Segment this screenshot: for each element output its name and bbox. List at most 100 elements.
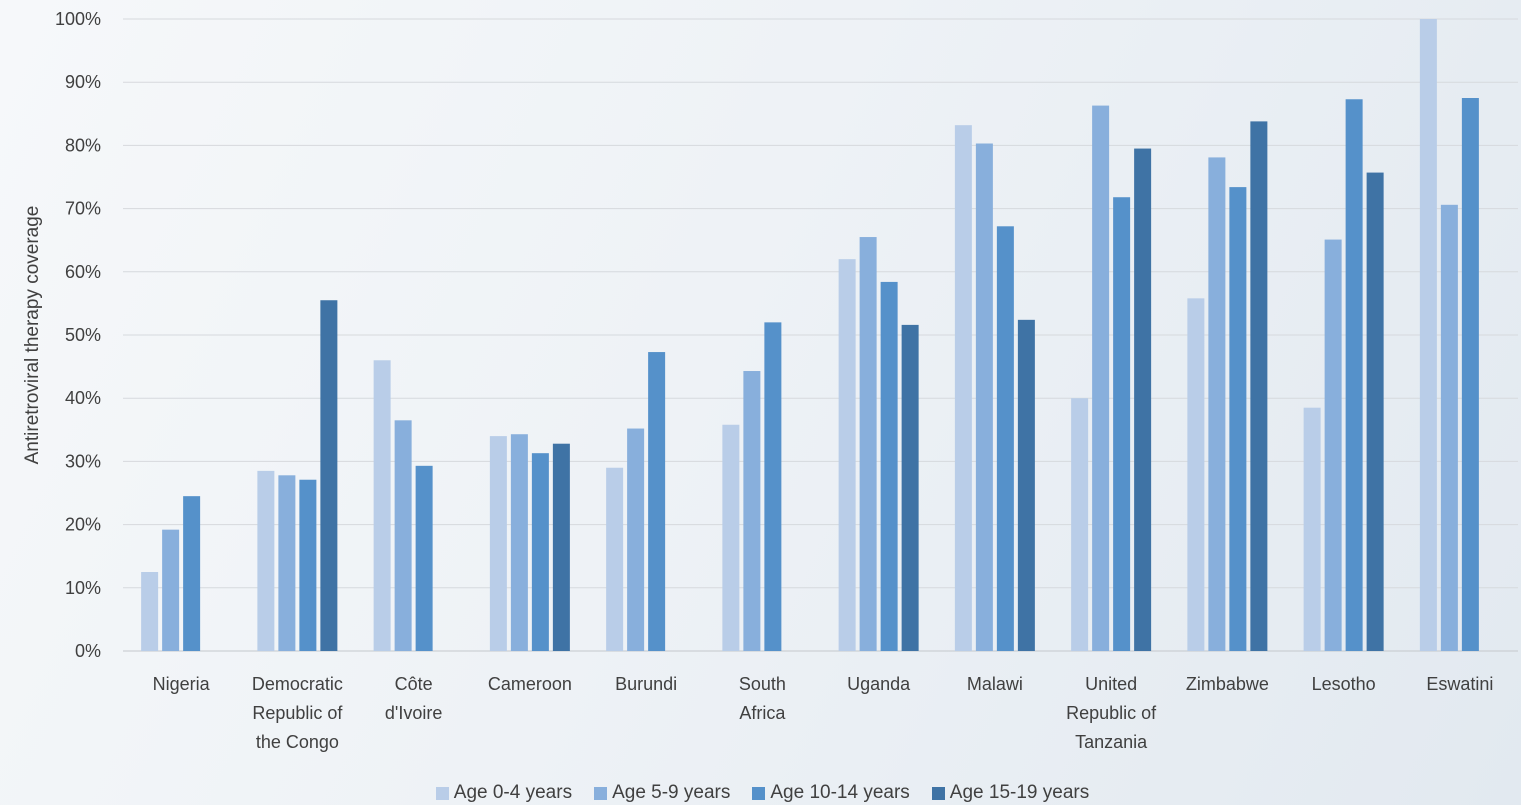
bar <box>415 465 433 651</box>
y-tick-label: 100% <box>55 9 101 29</box>
y-tick-label: 50% <box>65 325 101 345</box>
x-tick-label-line: United <box>1085 674 1137 694</box>
legend-swatch <box>594 786 608 800</box>
legend-swatch <box>752 786 766 800</box>
bar <box>954 125 972 651</box>
x-tick-label: Eswatini <box>1426 674 1493 694</box>
bar <box>1250 121 1268 651</box>
x-tick-label: Uganda <box>847 674 911 694</box>
x-tick-label: Cameroon <box>488 674 572 694</box>
bar <box>1303 407 1321 651</box>
x-axis-ticks: Nigeria Democratic Republic of the Congo Côt… <box>153 674 1494 752</box>
bar <box>1017 319 1035 651</box>
legend-item: Age 15-19 years <box>931 782 1090 804</box>
x-tick-label: Lesotho <box>1312 674 1376 694</box>
legend-label: Age 5-9 years <box>612 782 731 803</box>
bar <box>183 496 201 651</box>
x-tick-label: Malawi <box>967 674 1023 694</box>
bar <box>859 237 877 652</box>
x-tick-label-line: Africa <box>739 703 786 723</box>
x-tick-label-line: Malawi <box>967 674 1023 694</box>
x-tick-label-line: the Congo <box>256 732 339 752</box>
x-tick-label-line: Democratic <box>252 674 343 694</box>
x-tick-label-line: d'Ivoire <box>385 703 442 723</box>
bar <box>880 281 898 651</box>
bar <box>394 420 412 651</box>
bar <box>162 529 180 651</box>
bars <box>141 19 1479 652</box>
legend-swatch <box>435 786 449 800</box>
x-tick-label: Côte d'Ivoire <box>385 674 442 723</box>
bar <box>1187 298 1205 651</box>
legend-label: Age 0-4 years <box>453 782 573 803</box>
legend-item: Age 5-9 years <box>594 782 730 804</box>
legend-label: Age 15-19 years <box>949 782 1090 803</box>
bar <box>1461 98 1479 651</box>
bar <box>1092 105 1110 652</box>
x-tick-label: Nigeria <box>153 674 211 694</box>
legend-item: Age 10-14 years <box>752 782 910 804</box>
bar <box>510 434 528 651</box>
x-tick-label: Zimbabwe <box>1186 674 1269 694</box>
bar <box>996 226 1014 651</box>
bar <box>278 475 296 651</box>
bar <box>722 424 740 651</box>
bar <box>1208 157 1226 651</box>
bar <box>373 360 391 651</box>
bar <box>489 436 507 651</box>
bar <box>1345 99 1363 652</box>
bar <box>901 324 919 651</box>
legend-label: Age 10-14 years <box>770 782 910 803</box>
x-tick-label: South Africa <box>739 674 787 723</box>
bar <box>764 322 782 651</box>
x-tick-label-line: Côte <box>395 674 433 694</box>
legend-item: Age 0-4 years <box>435 782 573 804</box>
bar <box>299 479 317 651</box>
bar <box>1229 187 1247 651</box>
x-tick-label-line: Eswatini <box>1426 674 1493 694</box>
x-tick-label-line: Zimbabwe <box>1186 674 1269 694</box>
y-tick-label: 30% <box>65 451 101 471</box>
y-tick-label: 0% <box>75 641 101 661</box>
bar <box>257 470 275 651</box>
bar <box>1071 398 1089 651</box>
bar <box>627 428 645 651</box>
x-tick-label-line: Lesotho <box>1312 674 1376 694</box>
bar <box>975 143 993 651</box>
x-tick-label-line: Uganda <box>847 674 911 694</box>
bar <box>1419 19 1437 651</box>
x-tick-label: Burundi <box>615 674 677 694</box>
x-tick-label: Democratic Republic of the Congo <box>252 674 344 752</box>
bar <box>743 371 761 651</box>
bar <box>606 467 624 651</box>
bar <box>838 259 856 651</box>
x-tick-label-line: Republic of <box>1066 703 1157 723</box>
x-tick-label: United Republic of Tanzania <box>1066 674 1157 752</box>
x-tick-label-line: Tanzania <box>1075 732 1148 752</box>
y-axis-ticks: 0% 10% 20% 30% 40% 50% 60% 70% 80% 90% 100% <box>55 9 101 661</box>
gridlines <box>123 18 1518 652</box>
bar <box>1134 148 1152 651</box>
y-axis-title: Antiretroviral therapy coverage <box>22 206 43 465</box>
bar <box>1324 239 1342 651</box>
y-tick-label: 60% <box>65 262 101 282</box>
legend: Age 0-4 years Age 5-9 years Age 10-14 year… <box>0 781 1521 805</box>
y-tick-label: 10% <box>65 578 101 598</box>
bar <box>1113 197 1131 651</box>
bar <box>552 443 570 651</box>
x-tick-label-line: Republic of <box>252 703 343 723</box>
bar <box>1366 172 1384 652</box>
x-tick-label-line: Burundi <box>615 674 677 694</box>
legend-swatch <box>931 786 945 800</box>
y-tick-label: 90% <box>65 72 101 92</box>
bar <box>1440 204 1458 652</box>
x-tick-label-line: Nigeria <box>153 674 211 694</box>
y-tick-label: 70% <box>65 199 101 219</box>
y-tick-label: 40% <box>65 388 101 408</box>
bar <box>141 572 159 651</box>
chart: 0% 10% 20% 30% 40% 50% 60% 70% 80% 90% 100% Nigeri… <box>22 9 1518 752</box>
bar <box>531 453 549 651</box>
y-tick-label: 20% <box>65 515 101 535</box>
bar <box>320 300 338 651</box>
y-tick-label: 80% <box>65 135 101 155</box>
